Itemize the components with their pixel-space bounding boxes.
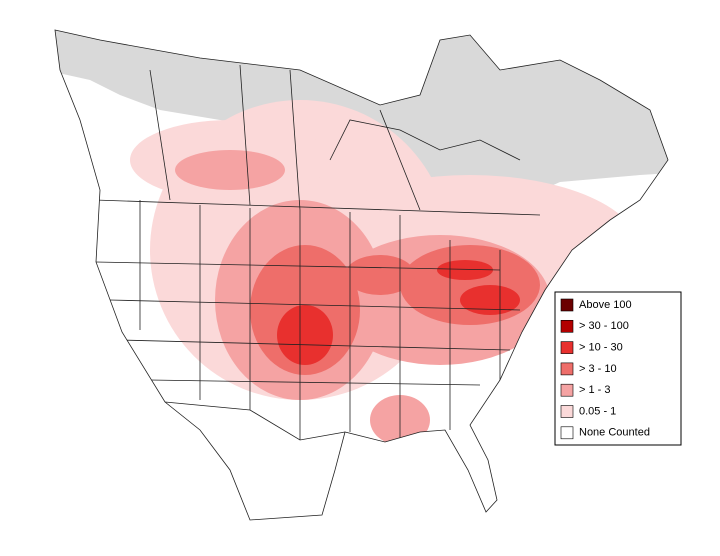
- border: [329, 119, 521, 161]
- legend-label: > 3 - 10: [579, 363, 617, 375]
- legend-label: > 10 - 30: [579, 342, 623, 354]
- zone: [345, 255, 415, 295]
- border: [149, 64, 421, 211]
- border: [95, 261, 521, 386]
- zone: [400, 245, 540, 325]
- legend-label: None Counted: [579, 427, 650, 439]
- legend-swatch: [560, 426, 574, 440]
- legend-swatch: [560, 298, 574, 312]
- legend-swatch: [560, 319, 574, 333]
- zone: [277, 305, 333, 365]
- zone: [175, 150, 285, 190]
- legend-box: [554, 291, 682, 446]
- legend-label: > 1 - 3: [579, 384, 611, 396]
- legend-label: > 30 - 100: [579, 320, 629, 332]
- coastline: [54, 29, 669, 521]
- legend-swatch: [560, 341, 574, 354]
- legend: Above 100 > 30 - 100 > 10 - 30 > 3 - 10 > 1 …: [554, 291, 682, 446]
- legend-label: 0.05 - 1: [579, 405, 616, 417]
- border: [164, 401, 346, 441]
- zone: [437, 260, 493, 280]
- zone: [460, 285, 520, 315]
- legend-swatch: [560, 405, 574, 418]
- legend-swatch: [560, 362, 574, 376]
- legend-swatch: [560, 383, 574, 397]
- border: [94, 199, 541, 216]
- boundaries: [94, 64, 541, 441]
- legend-label: Above 100: [579, 299, 632, 311]
